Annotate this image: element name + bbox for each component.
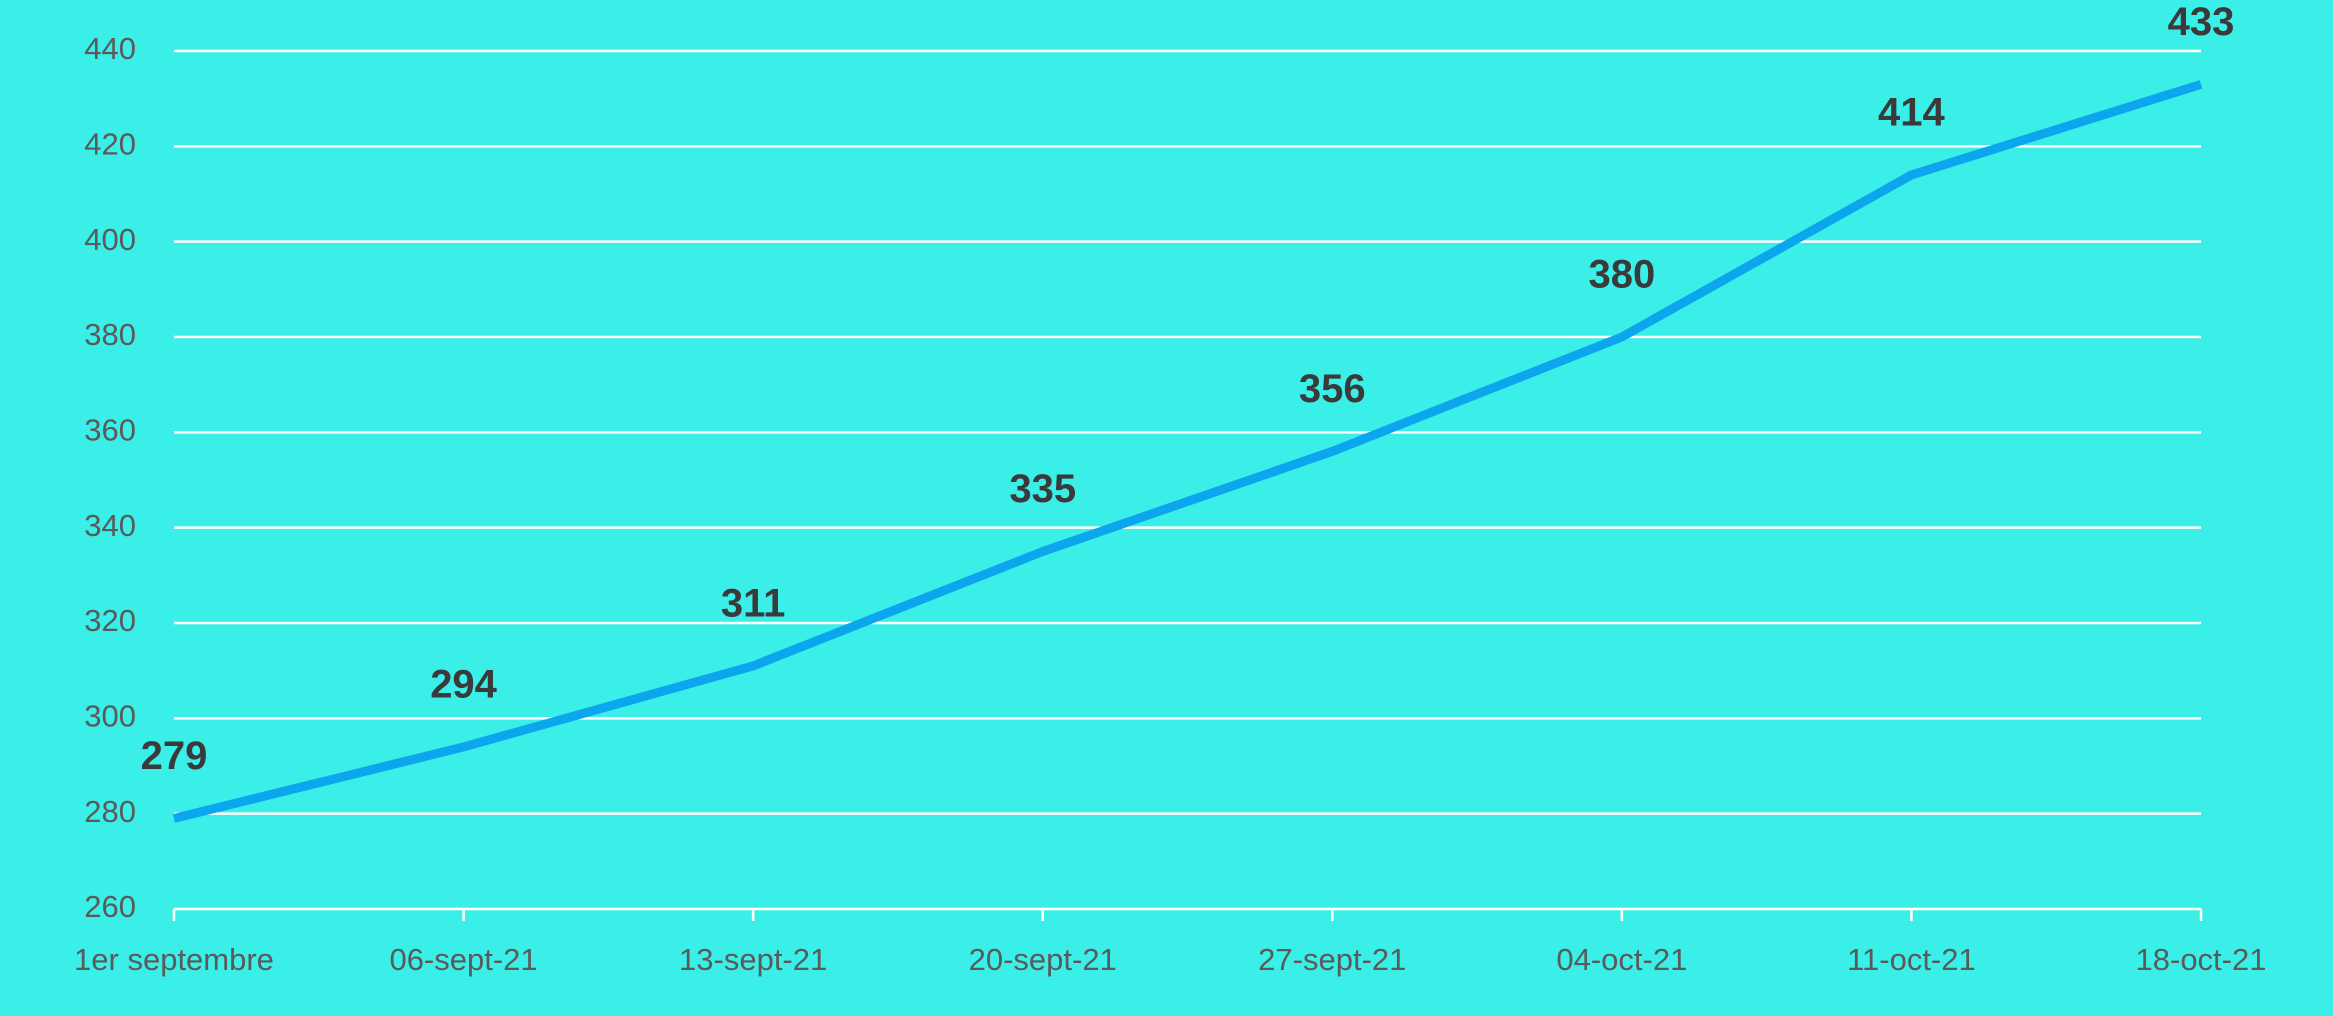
y-tick-label: 280 [84,794,136,829]
x-tick-label: 20-sept-21 [969,942,1117,977]
y-tick-label: 400 [84,222,136,257]
data-label: 356 [1299,367,1366,411]
y-tick-label: 300 [84,699,136,734]
y-tick-label: 360 [84,413,136,448]
x-tick-label: 27-sept-21 [1258,942,1406,977]
data-label: 279 [141,734,208,778]
data-label: 311 [721,581,786,625]
x-tick-label: 04-oct-21 [1556,942,1687,977]
y-tick-label: 420 [84,127,136,162]
y-tick-label: 380 [84,317,136,352]
x-tick-label: 06-sept-21 [389,942,537,977]
data-label: 433 [2168,0,2235,44]
y-tick-label: 340 [84,508,136,543]
data-label: 380 [1588,253,1655,297]
data-label: 335 [1009,467,1076,511]
y-tick-label: 440 [84,31,136,66]
x-tick-label: 18-oct-21 [2136,942,2267,977]
y-tick-label: 320 [84,603,136,638]
y-tick-label: 260 [84,889,136,924]
x-tick-label: 13-sept-21 [679,942,827,977]
data-label: 294 [430,662,497,706]
x-tick-label: 11-oct-21 [1847,942,1976,977]
line-series [172,80,2203,823]
x-tick-label: 1er septembre [74,942,274,977]
data-label: 414 [1878,90,1945,134]
